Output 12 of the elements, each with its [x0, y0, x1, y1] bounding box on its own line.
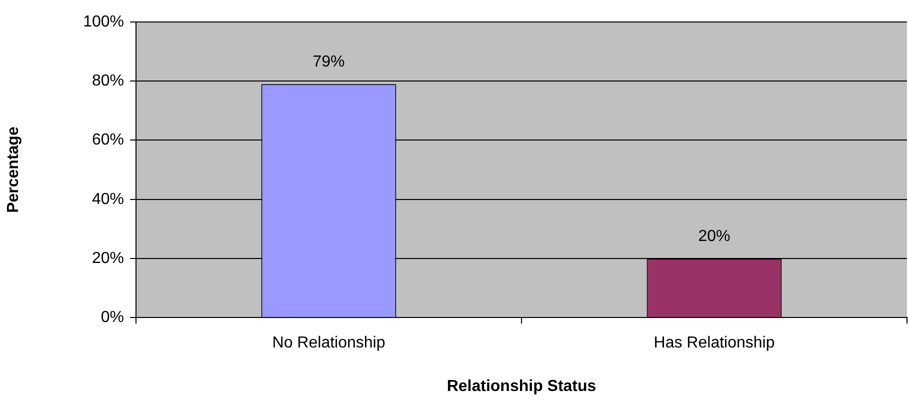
y-tick-label: 100%: [83, 13, 124, 30]
x-tick-label: No Relationship: [272, 334, 386, 352]
data-label: 20%: [698, 228, 730, 245]
y-tick-label: 40%: [92, 190, 124, 208]
x-tick-label: Has Relationship: [654, 334, 775, 352]
y-tick-label: 60%: [92, 132, 124, 149]
data-label: 79%: [312, 53, 345, 70]
x-axis-title: Relationship Status: [446, 378, 596, 395]
y-axis-title: Percentage: [5, 126, 22, 213]
y-tick-label: 80%: [92, 72, 124, 90]
y-tick-label: 0%: [100, 309, 124, 326]
y-tick-label: 20%: [92, 250, 124, 267]
